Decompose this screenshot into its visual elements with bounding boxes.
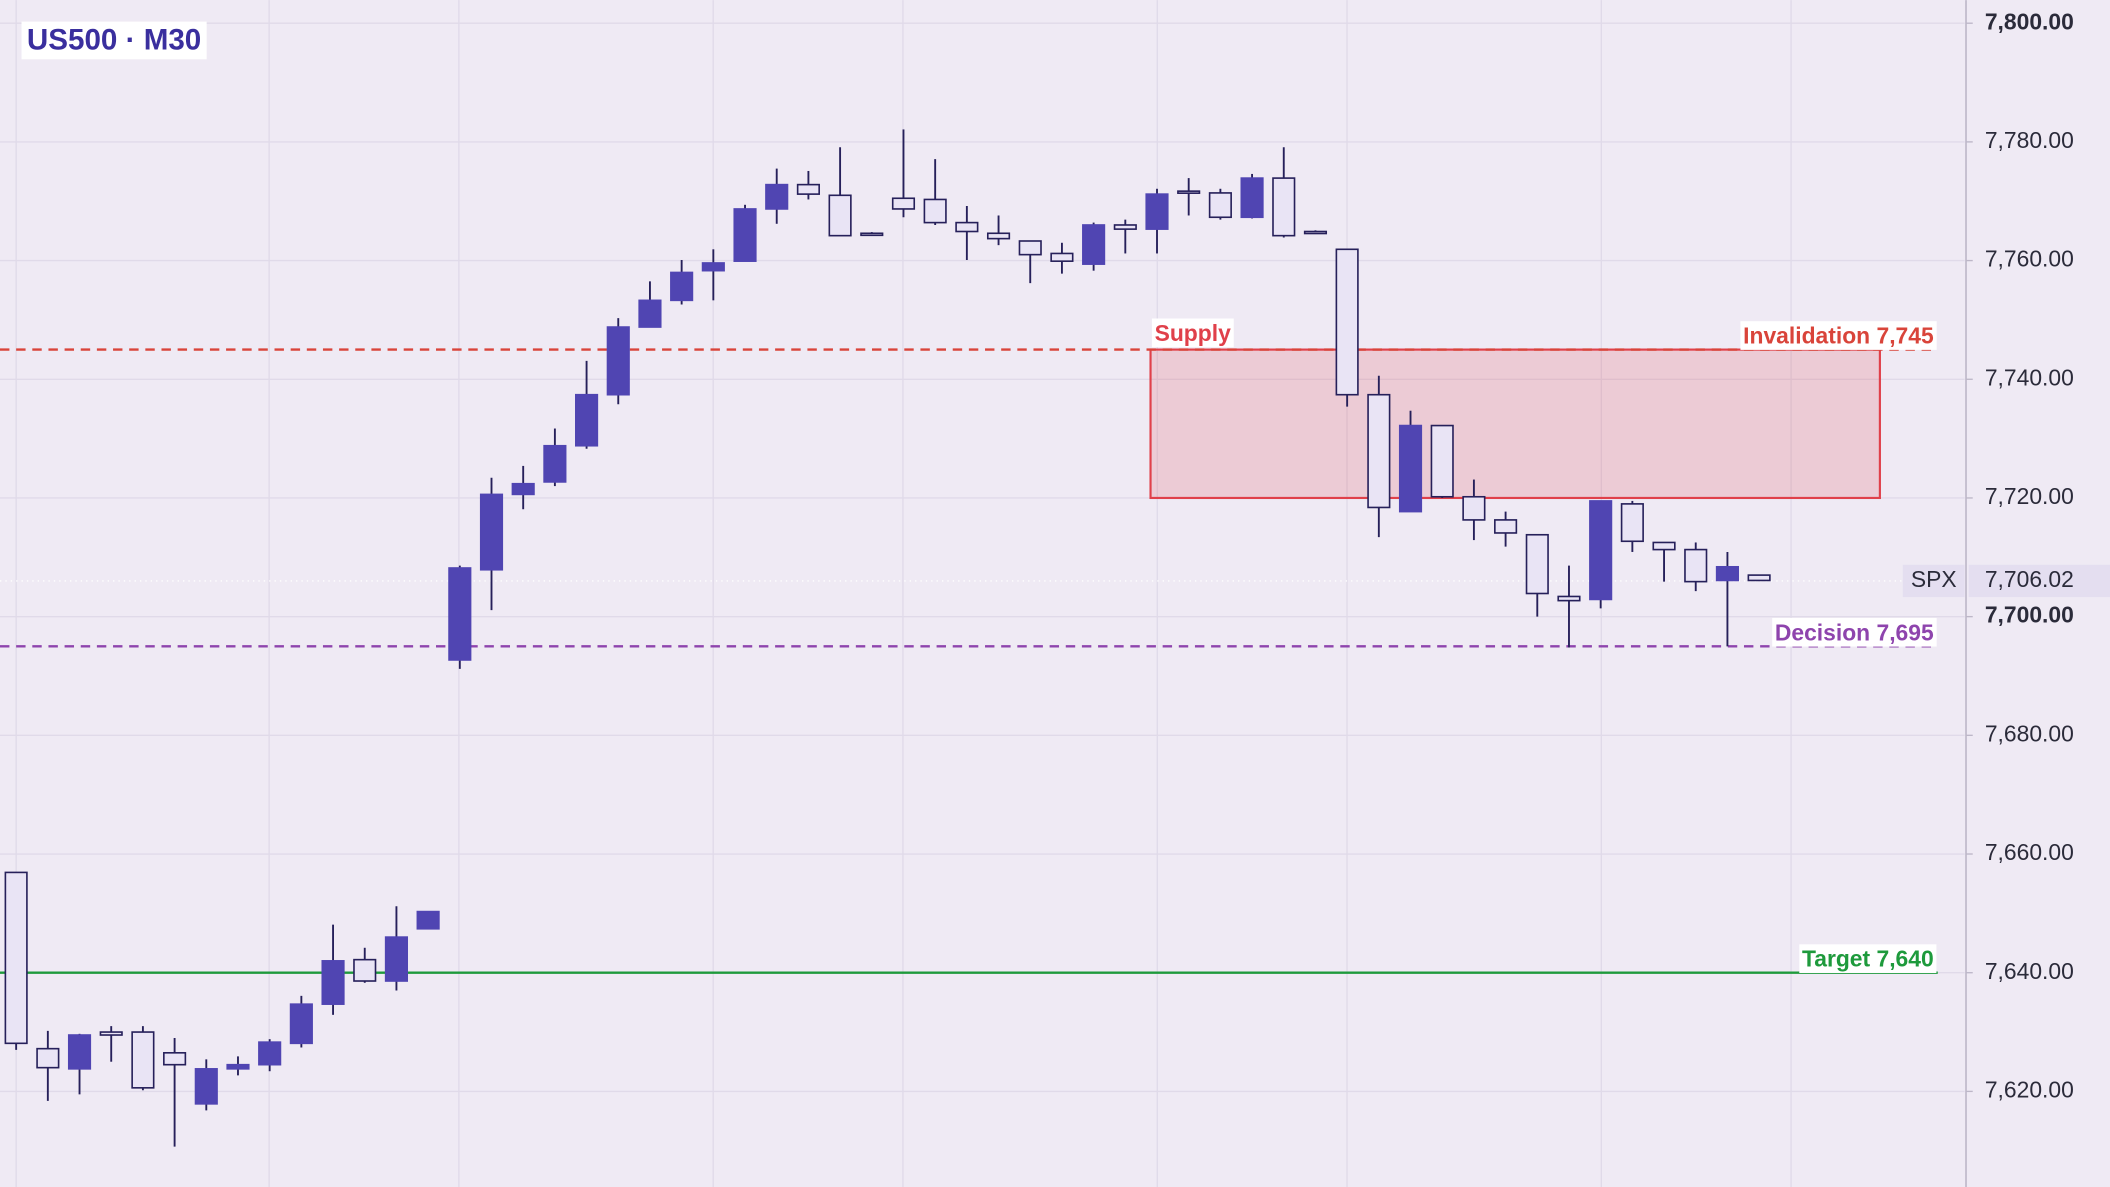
candle-body	[1272, 177, 1296, 237]
candle-body	[1335, 248, 1359, 396]
candle-body	[986, 232, 1011, 240]
candle-body	[36, 1047, 60, 1069]
symbol-box	[1902, 564, 1965, 598]
y-tick-label: 7,680.00	[1985, 720, 2074, 746]
last-price-box	[1968, 564, 2110, 598]
supply-zone-layer	[1149, 348, 1881, 500]
candle-body	[1145, 193, 1169, 230]
symbol-label: SPX	[1911, 566, 1957, 592]
y-tick-label: 7,700.00	[1985, 602, 2074, 628]
candle-body	[923, 198, 947, 224]
candle-body	[1589, 500, 1613, 601]
y-tick-label: 7,720.00	[1985, 483, 2074, 509]
candle-body	[1082, 224, 1106, 265]
supply-zone	[1149, 348, 1881, 500]
candle-body	[416, 910, 440, 930]
candle-body	[1430, 424, 1454, 498]
candle-body	[543, 444, 567, 483]
candle-body	[511, 482, 535, 496]
candle-body	[1050, 252, 1074, 262]
label-background	[1740, 321, 1937, 350]
candle-body	[1018, 240, 1042, 256]
candle-body	[258, 1041, 282, 1066]
candle-body	[891, 197, 916, 210]
candle-body	[701, 262, 725, 272]
title-background	[21, 21, 207, 60]
candle-body	[1208, 192, 1232, 219]
price-axis: 7,620.00 7,640.00 7,660.00 7,680.00 7,700.00…	[1902, 8, 2110, 1102]
candle-body	[765, 183, 789, 210]
candle-body	[67, 1034, 92, 1070]
label-background	[1151, 318, 1234, 348]
level-label: Invalidation 7,745	[1743, 323, 1934, 349]
candle-body	[1525, 533, 1549, 595]
candle-body	[1652, 541, 1676, 551]
candle-body	[321, 960, 345, 1005]
candle-body	[99, 1031, 123, 1036]
y-tick-label: 7,760.00	[1985, 246, 2074, 272]
chart-title: US500 · M30	[27, 24, 201, 57]
candle-body	[955, 221, 979, 233]
candle-body	[1494, 519, 1518, 534]
candle-body	[796, 183, 820, 195]
candle-body	[1303, 230, 1328, 235]
candle-body	[638, 299, 662, 328]
candle-body	[353, 958, 377, 982]
labels-layer: Supply Invalidation 7,745 Decision 7,695 Ta…	[1151, 318, 1937, 973]
candle-body	[1113, 224, 1137, 230]
y-tick-label: 7,660.00	[1985, 839, 2074, 865]
candle-body	[194, 1068, 218, 1105]
y-tick-label: 7,620.00	[1985, 1076, 2074, 1102]
candle-body	[289, 1003, 313, 1045]
level-label: Target 7,640	[1802, 946, 1934, 972]
candle-body	[1240, 177, 1264, 219]
candle-body	[606, 326, 630, 396]
candle-body	[479, 493, 504, 571]
candle-body	[1398, 424, 1423, 513]
candle-body	[1462, 495, 1486, 521]
candle-body	[828, 194, 852, 237]
zone-label: Supply	[1155, 320, 1231, 346]
candle-body	[1620, 503, 1644, 543]
candle-body	[1684, 548, 1708, 583]
candle-body	[1177, 190, 1201, 194]
candle-body	[670, 271, 694, 302]
last-price-label: 7,706.02	[1985, 566, 2074, 592]
candle-body	[860, 232, 884, 237]
candle-body	[733, 208, 757, 262]
y-tick-label: 7,800.00	[1985, 8, 2074, 34]
label-background	[1799, 944, 1937, 973]
candle-body	[4, 871, 28, 1045]
level-label: Decision 7,695	[1775, 619, 1934, 645]
candle-body	[1367, 393, 1391, 509]
candle-body	[226, 1063, 250, 1070]
candle-body	[448, 567, 472, 661]
y-tick-label: 7,640.00	[1985, 958, 2074, 984]
candle-body	[1715, 565, 1740, 582]
label-background	[1772, 617, 1937, 647]
candle-body	[163, 1052, 187, 1066]
candle-body	[384, 936, 409, 982]
candle-body	[575, 393, 599, 447]
y-tick-label: 7,740.00	[1985, 364, 2074, 390]
y-tick-label: 7,780.00	[1985, 127, 2074, 153]
candle-body	[1747, 574, 1771, 582]
candles-layer	[4, 129, 1771, 1147]
candle-body	[131, 1031, 155, 1089]
candle-body	[1557, 595, 1581, 602]
